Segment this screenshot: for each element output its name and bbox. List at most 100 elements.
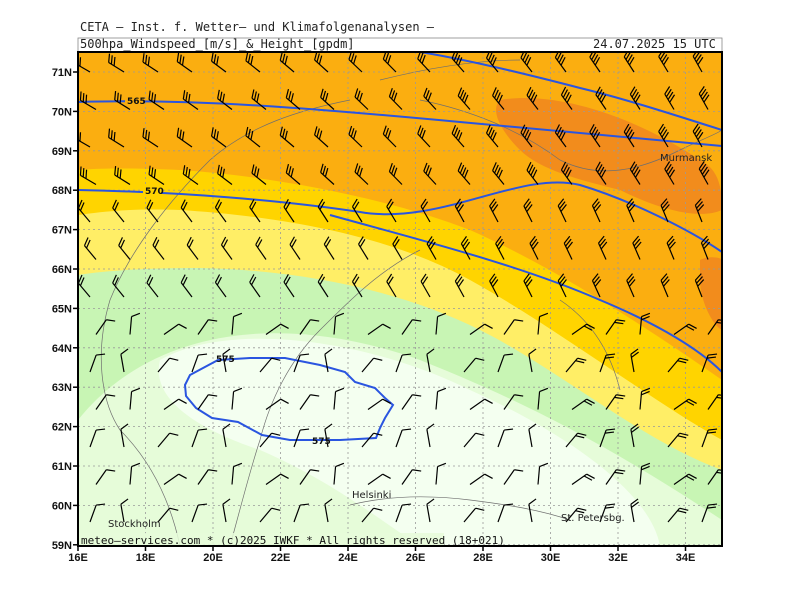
wind-barb xyxy=(597,235,608,260)
wind-barb xyxy=(220,236,233,260)
lon-label: 20E xyxy=(203,552,223,564)
wind-barb xyxy=(457,162,471,185)
wind-barb xyxy=(492,87,505,110)
wind-barb xyxy=(112,199,125,223)
wind-barb xyxy=(231,387,243,410)
wind-barb xyxy=(626,273,636,298)
wind-barb xyxy=(660,198,670,223)
wind-barb xyxy=(420,198,431,223)
wind-barb xyxy=(667,357,689,373)
wind-barb xyxy=(557,273,567,298)
wind-barb xyxy=(95,394,116,410)
wind-barb xyxy=(324,498,333,523)
city-stockholm: Stockholm xyxy=(108,519,161,530)
wind-barb xyxy=(537,462,549,485)
contour-label-565: 565 xyxy=(127,97,146,107)
wind-barb xyxy=(401,319,422,335)
wind-barb xyxy=(565,507,587,523)
lat-label: 66N xyxy=(52,264,72,276)
wind-barb xyxy=(108,128,125,148)
wind-barb xyxy=(503,394,524,410)
wind-barb xyxy=(354,163,369,185)
wind-barb xyxy=(279,126,295,148)
contour-label-bg-565 xyxy=(125,95,143,105)
wind-barb xyxy=(463,507,485,523)
header-box xyxy=(77,37,723,53)
wind-barb xyxy=(707,319,722,335)
wind-barb xyxy=(367,398,391,410)
wind-barb xyxy=(694,198,705,223)
wind-barb xyxy=(457,87,471,110)
wind-barb xyxy=(148,90,165,110)
wind-barb xyxy=(361,507,383,523)
wind-barb xyxy=(692,52,704,73)
wind-barb xyxy=(157,432,179,448)
product-title: 500hpa_Windspeed_[m/s]_&_Height_[gpdm] xyxy=(80,37,355,51)
lon-label: 18E xyxy=(136,552,156,564)
wind-barb xyxy=(95,319,116,335)
wind-barb xyxy=(142,53,159,73)
wind-barb xyxy=(673,473,697,485)
wind-barb xyxy=(435,462,447,485)
wind-barb xyxy=(95,469,116,485)
lat-label: 69N xyxy=(52,146,72,158)
wind-barb xyxy=(351,273,363,298)
wind-barb xyxy=(423,162,437,185)
wind-barb xyxy=(629,161,641,185)
wind-barb xyxy=(89,428,106,448)
wind-barb xyxy=(176,127,193,148)
latitude-axis: 71N 70N 69N 68N 67N 66N 65N 64N 63N 62N 61N 60N 59N xyxy=(52,67,78,552)
wind-barb xyxy=(231,312,243,335)
wind-barb xyxy=(163,323,187,335)
lon-label: 34E xyxy=(676,552,696,564)
contour-narrow-top xyxy=(419,52,722,131)
wind-barb xyxy=(222,423,231,448)
wind-barb xyxy=(571,398,595,410)
wind-barb xyxy=(707,469,722,485)
wind-barb xyxy=(333,312,345,335)
wind-barb xyxy=(120,348,129,373)
lat-label: 65N xyxy=(52,303,72,315)
wind-barb xyxy=(293,353,310,373)
wind-barb xyxy=(667,507,689,523)
wind-barb xyxy=(435,387,447,410)
wind-barb xyxy=(259,432,281,448)
lat-label: 59N xyxy=(52,540,72,552)
wind-barb xyxy=(629,86,641,110)
wind-barb xyxy=(692,123,704,148)
wind-barb xyxy=(78,130,91,148)
wind-barb xyxy=(146,199,159,223)
wind-barb xyxy=(451,124,465,148)
wind-barb xyxy=(423,87,437,110)
wind-barb xyxy=(537,312,549,335)
wind-barb xyxy=(129,312,141,335)
wind-barb xyxy=(245,126,261,148)
wind-barb xyxy=(589,52,601,73)
lon-label: 24E xyxy=(338,552,358,564)
wind-barb xyxy=(265,398,289,410)
city-helsinki: Helsinki xyxy=(352,490,391,501)
wind-barb xyxy=(520,124,533,148)
lat-label: 61N xyxy=(52,461,72,473)
wind-barb xyxy=(120,498,129,523)
wind-barb xyxy=(666,235,676,260)
lon-label: 22E xyxy=(271,552,291,564)
wind-barb xyxy=(664,86,676,110)
wind-barb xyxy=(565,357,587,373)
contour-570 xyxy=(78,181,722,253)
longitude-axis: 16E 18E 20E 22E 24E 26E 28E 30E 32E 34E xyxy=(68,546,695,564)
lat-label: 60N xyxy=(52,500,72,512)
wind-barb xyxy=(392,236,403,260)
wind-barb xyxy=(630,423,639,448)
valid-time: 24.07.2025 15 UTC xyxy=(593,37,716,51)
wind-barb xyxy=(503,319,524,335)
wind-barb xyxy=(589,124,601,148)
wind-barb xyxy=(632,235,642,260)
wind-barb xyxy=(79,166,97,186)
wind-barb xyxy=(197,319,218,335)
wind-barb xyxy=(565,432,587,448)
wind-barb xyxy=(317,273,329,298)
wind-barb xyxy=(469,323,493,335)
wind-barb xyxy=(333,387,345,410)
lon-label: 28E xyxy=(473,552,493,564)
